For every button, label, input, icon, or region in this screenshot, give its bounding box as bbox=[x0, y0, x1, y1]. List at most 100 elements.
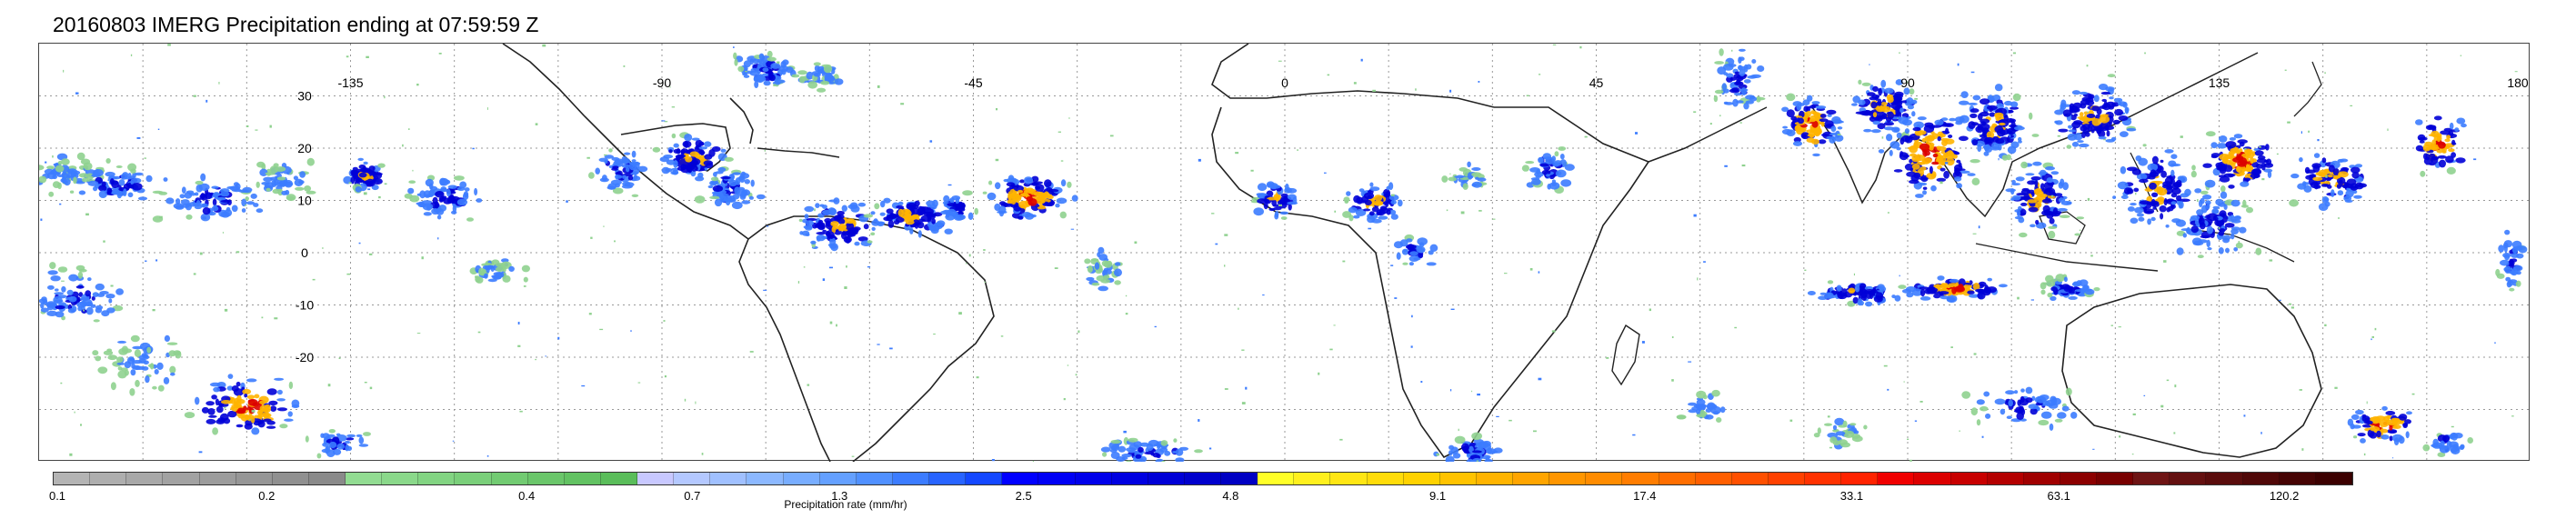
lat-label: 30 bbox=[297, 89, 312, 104]
precip-cell bbox=[1977, 291, 1986, 300]
precip-cell bbox=[1023, 176, 1034, 185]
precip-speckle bbox=[733, 46, 735, 48]
precip-cell bbox=[2077, 140, 2084, 144]
precip-cell bbox=[2299, 157, 2303, 163]
precip-cell bbox=[418, 203, 427, 208]
precip-cell bbox=[1100, 278, 1111, 284]
precip-cell bbox=[2437, 452, 2446, 458]
graticule bbox=[39, 44, 2531, 462]
precip-speckle bbox=[402, 144, 404, 147]
precip-cell bbox=[2009, 125, 2017, 128]
precip-cell bbox=[105, 158, 111, 164]
precip-cell bbox=[1017, 189, 1023, 194]
precip-cell bbox=[1418, 242, 1425, 247]
precip-cell bbox=[476, 276, 484, 284]
precip-speckle bbox=[517, 322, 520, 324]
precip-cell bbox=[2406, 411, 2412, 415]
precip-cell bbox=[264, 404, 272, 413]
precip-cell bbox=[2237, 139, 2248, 145]
precip-cell bbox=[131, 183, 143, 191]
precip-cell bbox=[276, 398, 286, 402]
precip-speckle bbox=[2366, 401, 2368, 404]
colorbar-segment bbox=[1659, 473, 1696, 484]
precip-cell bbox=[1984, 136, 1995, 144]
precip-cell bbox=[1919, 286, 1929, 290]
precip-cell bbox=[2020, 189, 2031, 195]
precip-speckle bbox=[1744, 98, 1747, 100]
precip-cell bbox=[156, 362, 164, 370]
precip-cell bbox=[1128, 450, 1137, 454]
precip-cell bbox=[1949, 117, 1957, 122]
lat-label: -10 bbox=[296, 298, 314, 313]
precip-cell bbox=[2467, 437, 2473, 444]
precip-cell bbox=[931, 218, 936, 225]
precip-cell bbox=[220, 400, 232, 404]
precip-cell bbox=[357, 157, 365, 161]
precip-cell bbox=[2336, 184, 2341, 189]
precip-cell bbox=[633, 175, 638, 180]
precip-cell bbox=[1173, 438, 1178, 443]
precip-cell bbox=[837, 218, 846, 225]
precip-cell bbox=[446, 188, 451, 197]
precip-cell bbox=[85, 306, 94, 315]
precip-cell bbox=[1485, 456, 1490, 461]
precip-cell bbox=[712, 185, 724, 193]
precip-cell bbox=[1824, 423, 1832, 426]
precip-cell bbox=[943, 195, 950, 204]
precip-cell bbox=[782, 59, 789, 65]
precip-speckle bbox=[59, 203, 62, 205]
precip-cell bbox=[1883, 122, 1895, 126]
precip-cell bbox=[1736, 100, 1744, 104]
precip-cell bbox=[1032, 181, 1044, 185]
precip-cell bbox=[2029, 112, 2033, 120]
precip-cell bbox=[2107, 74, 2116, 78]
precip-cell bbox=[2353, 435, 2358, 439]
precip-cell bbox=[1817, 427, 1821, 434]
precip-speckle bbox=[2135, 193, 2137, 195]
precip-cell bbox=[2205, 131, 2216, 137]
precip-cell bbox=[1729, 82, 1735, 86]
precip-cell bbox=[2035, 219, 2040, 225]
precip-cell bbox=[1982, 145, 1991, 150]
precip-speckle bbox=[844, 286, 847, 289]
precip-cell bbox=[1803, 105, 1809, 112]
precip-cell bbox=[2050, 397, 2058, 405]
precip-cell bbox=[955, 214, 966, 221]
precip-cell bbox=[2130, 217, 2139, 225]
precip-speckle bbox=[366, 55, 369, 58]
precip-cell bbox=[111, 186, 120, 190]
colorbar-segment bbox=[1002, 473, 1039, 484]
precip-cell bbox=[1918, 182, 1928, 186]
precip-cell bbox=[1386, 185, 1390, 191]
precip-cell bbox=[2504, 254, 2511, 261]
precip-cell bbox=[2049, 423, 2054, 431]
precip-cell bbox=[2139, 178, 2149, 184]
precip-cell bbox=[202, 203, 205, 207]
precip-cell bbox=[1559, 154, 1565, 160]
precip-cell bbox=[96, 293, 105, 297]
precip-cell bbox=[2164, 149, 2174, 154]
precip-cell bbox=[134, 172, 144, 176]
precip-cell bbox=[230, 406, 235, 411]
precip-cell bbox=[1379, 205, 1388, 211]
colorbar bbox=[53, 472, 2353, 485]
precip-cell bbox=[834, 78, 844, 85]
precip-cell bbox=[988, 180, 993, 185]
precip-speckle bbox=[1297, 149, 1298, 151]
precip-cell bbox=[1472, 457, 1481, 462]
precip-speckle bbox=[1906, 81, 1909, 84]
precip-cell bbox=[1872, 85, 1879, 92]
precip-cell bbox=[1858, 99, 1866, 105]
precip-cell bbox=[1086, 276, 1095, 282]
precip-cell bbox=[502, 265, 506, 273]
coastline-madagascar bbox=[1611, 324, 1640, 386]
precip-cell bbox=[439, 177, 446, 186]
precip-cell bbox=[227, 410, 237, 418]
precip-speckle bbox=[745, 71, 747, 73]
precip-speckle bbox=[1709, 123, 1712, 125]
lat-label: -20 bbox=[296, 350, 314, 364]
precip-cell bbox=[78, 292, 84, 297]
precip-cell bbox=[1471, 172, 1482, 177]
precip-speckle bbox=[1539, 74, 1541, 75]
colorbar-segment bbox=[710, 473, 747, 484]
